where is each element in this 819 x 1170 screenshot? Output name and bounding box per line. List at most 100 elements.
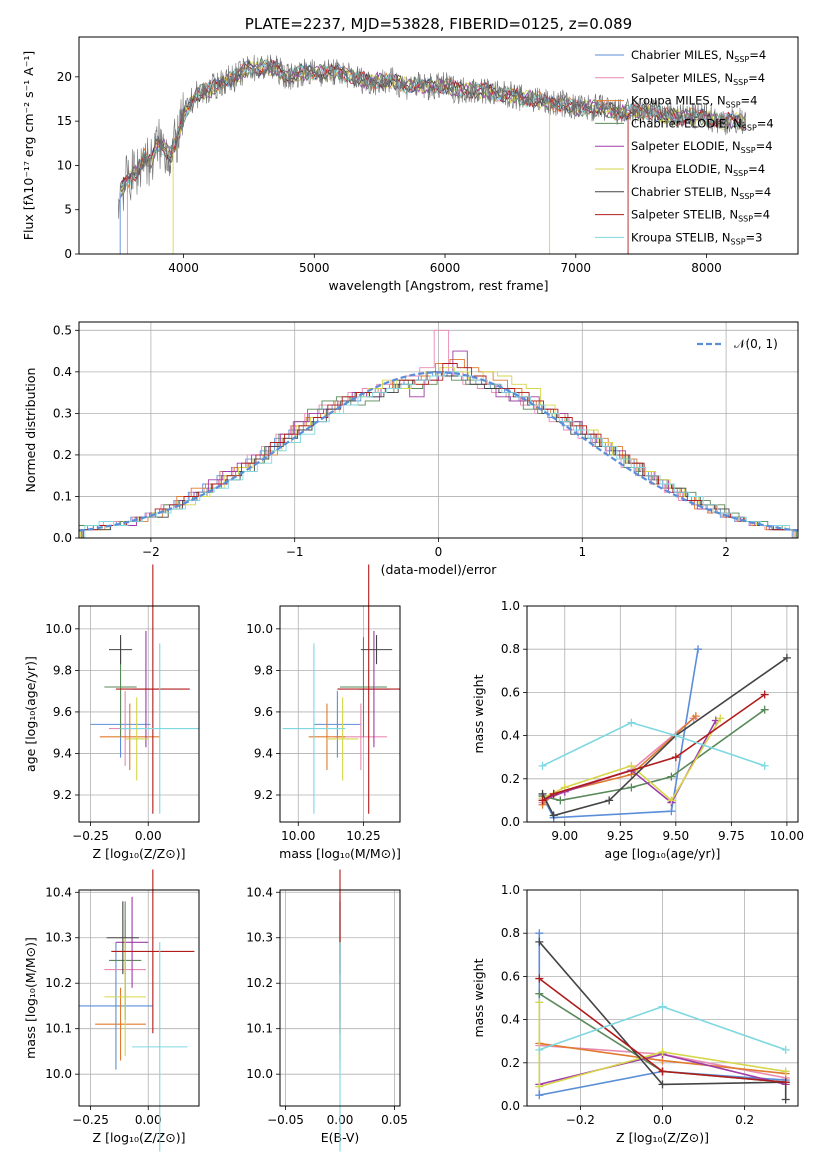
y-tick-label: 9.4 <box>53 746 72 760</box>
y-tick-label: 0.2 <box>53 448 72 462</box>
weight-marker <box>667 807 676 816</box>
weight-marker <box>760 690 769 699</box>
x-tick-label: 9.50 <box>662 829 689 843</box>
weight-marker <box>671 753 680 762</box>
y-tick-label: 0.8 <box>501 642 520 656</box>
x-axis-label: Z [log₁₀(Z/Z⊙)] <box>93 1130 186 1145</box>
x-axis-label: Z [log₁₀(Z/Z⊙)] <box>616 1130 709 1145</box>
weight-marker <box>535 998 544 1007</box>
weight-marker <box>658 1080 667 1089</box>
y-tick-label: 0.0 <box>53 531 72 545</box>
y-tick-label: 1.0 <box>501 883 520 897</box>
weight-marker <box>781 1095 790 1104</box>
axes-frame <box>526 889 799 1107</box>
x-tick-label: 6000 <box>430 261 461 275</box>
weight-marker <box>781 1078 790 1087</box>
y-tick-label: 9.8 <box>53 663 72 677</box>
y-axis-label: age [log₁₀(age/yr)] <box>23 656 38 772</box>
y-tick-label: 15 <box>57 114 72 128</box>
legend: 𝒩(0, 1) <box>697 337 778 351</box>
weight-marker <box>781 1067 790 1076</box>
x-tick-label: 7000 <box>560 261 591 275</box>
model-line-6 <box>120 58 747 188</box>
weight-lines <box>535 929 790 1104</box>
weight-marker <box>658 1048 667 1056</box>
weight-marker <box>535 1082 544 1091</box>
weight-marker <box>760 761 769 770</box>
axes-frame <box>279 605 401 823</box>
weight-marker <box>667 796 676 805</box>
chart-mass_vs_Z: −0.25 0.00 10.0 10.1 10.2 10.3 10.4 Z [log₁₀(Z/… <box>23 869 200 1152</box>
x-tick-label: 9.25 <box>607 829 634 843</box>
chart-weight_vs_Z: −0.2 0.0 0.2 0.0 0.2 0.4 0.6 0.8 1.0 Z [log₁₀(Z/Z… <box>471 883 799 1145</box>
hist-plot <box>79 329 798 538</box>
weight-marker <box>538 761 547 770</box>
weight-marker <box>535 989 544 998</box>
weight-marker <box>658 1067 667 1076</box>
weight-lines <box>538 645 791 822</box>
weight-marker <box>627 783 636 792</box>
y-tick-label: 10.4 <box>246 885 273 899</box>
errorbars <box>282 564 400 814</box>
y-tick-label: 0.4 <box>501 1013 520 1027</box>
weight-marker <box>691 712 700 721</box>
x-tick-label: −0.25 <box>72 1113 109 1127</box>
legend-entry: Kroupa MILES, NSSP=4 <box>631 94 757 110</box>
y-tick-label: 10.2 <box>246 976 273 990</box>
x-tick-label: 1 <box>578 545 586 559</box>
weight-marker <box>760 705 769 714</box>
x-tick-label: 0.05 <box>381 1113 408 1127</box>
axes-frame <box>279 889 401 1107</box>
x-axis-label: age [log₁₀(age/yr)] <box>605 846 721 861</box>
y-tick-label: 9.6 <box>254 705 273 719</box>
x-tick-label: 2 <box>722 545 730 559</box>
axes-frame <box>526 605 799 823</box>
y-tick-label: 9.6 <box>53 705 72 719</box>
y-tick-label: 0.4 <box>501 729 520 743</box>
y-tick-label: 10 <box>57 158 72 172</box>
x-tick-label: −0.2 <box>566 1113 595 1127</box>
histogram-5 <box>79 367 798 538</box>
axes-frame <box>78 321 799 539</box>
y-tick-label: 10.0 <box>246 622 273 636</box>
y-axis-label: Normed distribution <box>23 368 38 493</box>
x-axis-label: Z [log₁₀(Z/Z⊙)] <box>93 846 186 861</box>
weight-marker <box>782 653 791 662</box>
y-axis-label: Flux [fλ10⁻¹⁷ erg cm⁻² s⁻¹ A⁻¹] <box>21 51 36 240</box>
x-tick-label: 10.00 <box>281 829 315 843</box>
x-tick-label: 0.00 <box>135 829 162 843</box>
weight-marker <box>605 796 614 805</box>
x-tick-label: 9.75 <box>718 829 745 843</box>
weight-marker <box>535 1091 544 1100</box>
normal-curve <box>79 371 798 532</box>
y-axis-label: mass weight <box>471 674 486 753</box>
y-tick-label: 1.0 <box>501 599 520 613</box>
x-tick-label: 5000 <box>299 261 330 275</box>
x-tick-label: 9.00 <box>551 829 578 843</box>
x-tick-label: −1 <box>286 545 304 559</box>
x-tick-label: 0.2 <box>735 1113 754 1127</box>
weight-marker <box>556 796 565 805</box>
x-axis-label: mass [log₁₀(M/M⊙)] <box>279 846 401 861</box>
axes-frame <box>78 36 799 255</box>
errorbars <box>90 564 199 814</box>
x-tick-label: 8000 <box>691 261 722 275</box>
x-tick-label: −2 <box>142 545 160 559</box>
y-tick-label: 0.3 <box>53 406 72 420</box>
histogram-7 <box>82 363 798 538</box>
legend-entry: Kroupa STELIB, NSSP=3 <box>631 230 762 246</box>
y-tick-label: 10.3 <box>246 931 273 945</box>
legend: Chabrier MILES, NSSP=4 Salpeter MILES, NS… <box>595 48 774 246</box>
x-tick-label: 10.00 <box>770 829 804 843</box>
legend-entry: Salpeter STELIB, NSSP=4 <box>631 208 770 224</box>
weight-line-6 <box>541 657 788 817</box>
y-tick-label: 0.2 <box>501 772 520 786</box>
weight-line-5 <box>538 1002 786 1088</box>
legend-entry: Kroupa ELODIE, NSSP=4 <box>631 162 765 178</box>
weight-marker <box>671 731 680 740</box>
x-tick-label: −0.05 <box>267 1113 304 1127</box>
legend-entry: Salpeter MILES, NSSP=4 <box>631 71 765 87</box>
weight-marker <box>781 1045 790 1054</box>
y-tick-label: 5 <box>64 203 72 217</box>
